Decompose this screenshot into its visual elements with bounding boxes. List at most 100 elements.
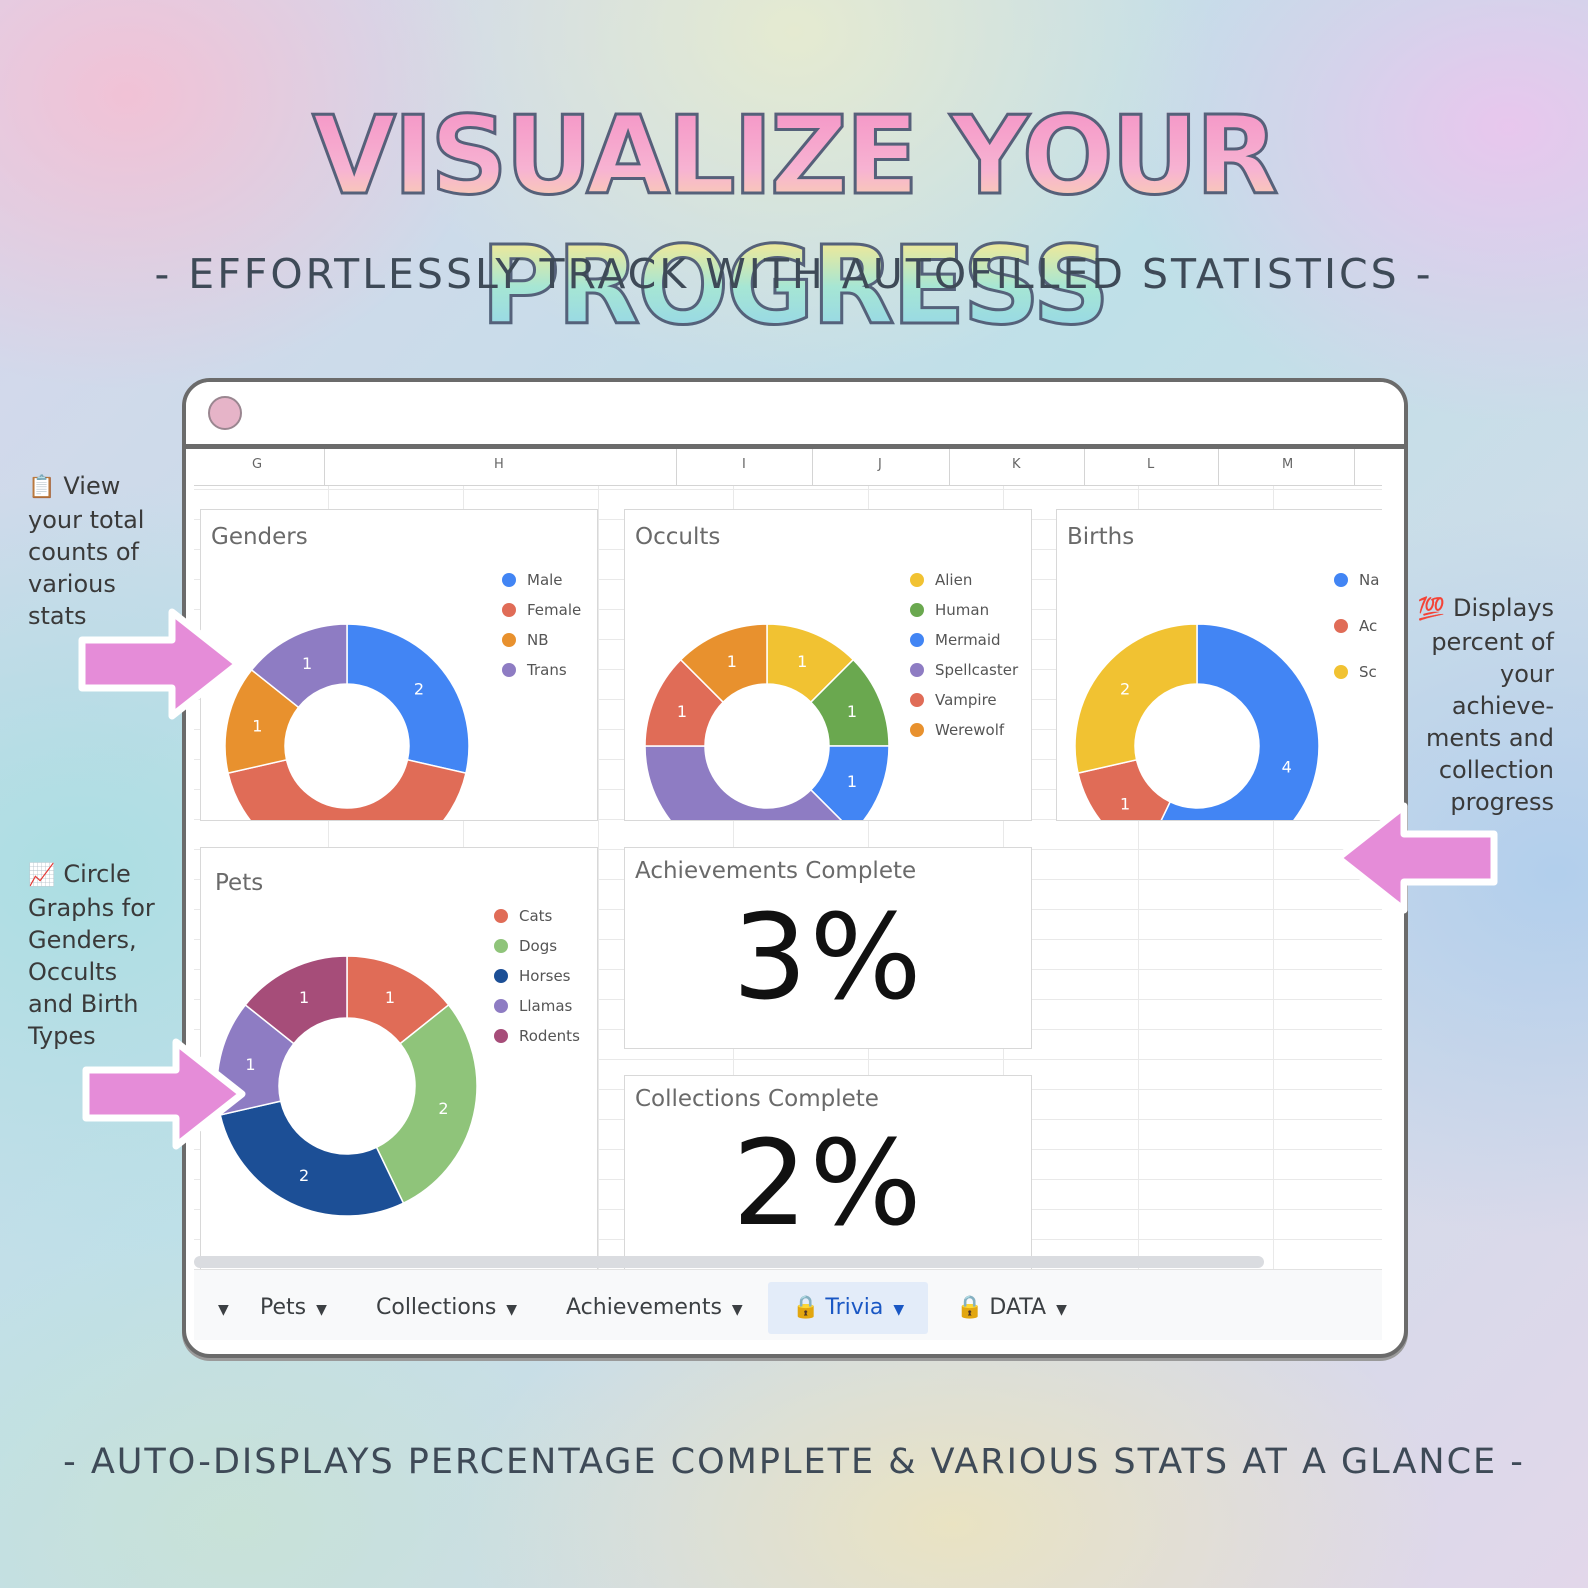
tab-trivia[interactable]: 🔒 Trivia ▼: [768, 1282, 929, 1334]
collections-complete-card[interactable]: Collections Complete 2%: [624, 1075, 1032, 1269]
column-headers: G H I J K L M: [194, 449, 1382, 486]
pets-chart-card[interactable]: Pets 1 2 2 1 1 Cats Dogs Horses Llamas Rodents: [200, 847, 598, 1269]
legend-label: NB: [527, 631, 549, 649]
window-titlebar: [186, 382, 1404, 449]
pointer-arrow-pets: [82, 1038, 246, 1150]
column-header[interactable]: H: [494, 457, 504, 472]
legend-swatch: [910, 573, 924, 587]
achievements-complete-card[interactable]: Achievements Complete 3%: [624, 847, 1032, 1049]
caret-down-icon: ▼: [316, 1302, 327, 1318]
occults-chart-card[interactable]: Occults 111311AlienHumanMermaidSpellcast…: [624, 509, 1032, 821]
achievements-percent: 3%: [732, 888, 924, 1026]
lock-icon: 🔒: [792, 1295, 820, 1320]
legend-label: Human: [935, 601, 989, 619]
donut-slice: [346, 623, 470, 775]
slice-data-label: 1: [1120, 794, 1130, 813]
caret-down-icon: ▼: [218, 1302, 229, 1318]
slice-data-label: 4: [1282, 757, 1292, 776]
scorecard-title: Collections Complete: [635, 1086, 879, 1112]
slice-data-label: 2: [299, 1166, 309, 1185]
legend-swatch: [494, 909, 508, 923]
subheadline: - EFFORTLESSLY TRACK WITH AUTOFILLED STA…: [154, 250, 1434, 298]
donut-slice: [644, 745, 843, 820]
note-line: percent of: [1431, 628, 1554, 656]
legend-label: Sc Bi: [1359, 663, 1382, 681]
window-button[interactable]: [208, 396, 242, 430]
donut-slice: [1160, 623, 1320, 820]
legend-swatch: [494, 939, 508, 953]
donut-slice: [375, 1003, 478, 1205]
legend-label: Werewolf: [935, 721, 1005, 739]
legend-swatch: [494, 999, 508, 1013]
spreadsheet-grid: G H I J K L M Genders 2311MaleFemaleNBTr…: [194, 449, 1382, 1269]
donut-slice: [1074, 623, 1198, 775]
tab-label: DATA: [989, 1295, 1047, 1320]
slice-data-label: 2: [414, 680, 424, 699]
tab-pets[interactable]: Pets ▼: [260, 1282, 327, 1334]
legend-swatch: [502, 573, 516, 587]
legend-label: Ac: [1359, 617, 1377, 635]
tab-label: Achievements: [566, 1295, 722, 1320]
chart-title: Genders: [211, 524, 308, 550]
hundred-points-icon: 💯: [1417, 597, 1446, 622]
lock-icon: 🔒: [956, 1295, 984, 1320]
pointer-arrow-achievements: [1334, 802, 1498, 914]
legend-label: Dogs: [519, 937, 557, 955]
legend-swatch: [910, 633, 924, 647]
legend-swatch: [1334, 619, 1348, 633]
tab-achievements[interactable]: Achievements ▼: [566, 1282, 743, 1334]
births-chart-card[interactable]: Births 4 1 2 Na bo Ac Sc Bi: [1056, 509, 1382, 821]
tab-label: Trivia: [825, 1295, 884, 1320]
donut-slice: [219, 1100, 405, 1217]
note-line: Occults: [28, 958, 118, 986]
slice-data-label: 2: [1120, 680, 1130, 699]
slice-data-label: 1: [727, 652, 737, 671]
note-view-stats: 📋 View your total counts of various stats: [28, 470, 144, 632]
column-header[interactable]: G: [252, 457, 263, 472]
column-header[interactable]: I: [742, 457, 746, 472]
legend-swatch: [494, 1029, 508, 1043]
slice-data-label: 1: [299, 988, 309, 1007]
note-line: Types: [28, 1022, 96, 1050]
tab-data[interactable]: 🔒 DATA ▼: [956, 1282, 1067, 1334]
note-line: progress: [1450, 788, 1554, 816]
legend-label: Female: [527, 601, 581, 619]
scorecard-title: Achievements Complete: [635, 858, 917, 884]
tab-hidden[interactable]: ▼: [208, 1282, 229, 1334]
legend-swatch: [1334, 665, 1348, 679]
note-line: and Birth: [28, 990, 139, 1018]
legend-swatch: [502, 663, 516, 677]
column-header[interactable]: L: [1147, 457, 1155, 472]
legend-swatch: [910, 663, 924, 677]
note-line: Genders,: [28, 926, 137, 954]
tab-collections[interactable]: Collections ▼: [376, 1282, 517, 1334]
occults-donut-chart: 111311AlienHumanMermaidSpellcasterVampir…: [644, 571, 1019, 820]
donut-slice: [809, 745, 890, 820]
legend-label: Trans: [526, 661, 567, 679]
slice-data-label: 1: [847, 702, 857, 721]
legend-swatch: [910, 693, 924, 707]
genders-chart-card[interactable]: Genders 2311MaleFemaleNBTrans: [200, 509, 598, 821]
slice-data-label: 2: [438, 1099, 448, 1118]
horizontal-scrollbar[interactable]: [194, 1256, 1264, 1268]
legend-label: Mermaid: [935, 631, 1001, 649]
legend-label: Rodents: [519, 1027, 580, 1045]
note-line: collection: [1438, 756, 1554, 784]
column-header[interactable]: J: [878, 457, 882, 472]
legend-label: Alien: [935, 571, 972, 589]
note-line: your: [1500, 660, 1554, 688]
slice-data-label: 1: [847, 772, 857, 791]
births-donut-chart: 4 1 2 Na bo Ac Sc Bi: [1074, 571, 1382, 820]
column-header[interactable]: M: [1282, 457, 1294, 472]
tab-label: Pets: [260, 1295, 307, 1320]
chart-title: Pets: [215, 870, 264, 896]
donut-slice: [227, 758, 467, 820]
legend-swatch: [502, 633, 516, 647]
column-header[interactable]: K: [1012, 457, 1021, 472]
collections-percent: 2%: [732, 1114, 924, 1252]
legend-swatch: [502, 603, 516, 617]
legend-label: Llamas: [519, 997, 573, 1015]
chart-increasing-icon: 📈: [28, 863, 56, 888]
legend-label: Male: [527, 571, 563, 589]
pointer-arrow-genders: [78, 608, 242, 720]
